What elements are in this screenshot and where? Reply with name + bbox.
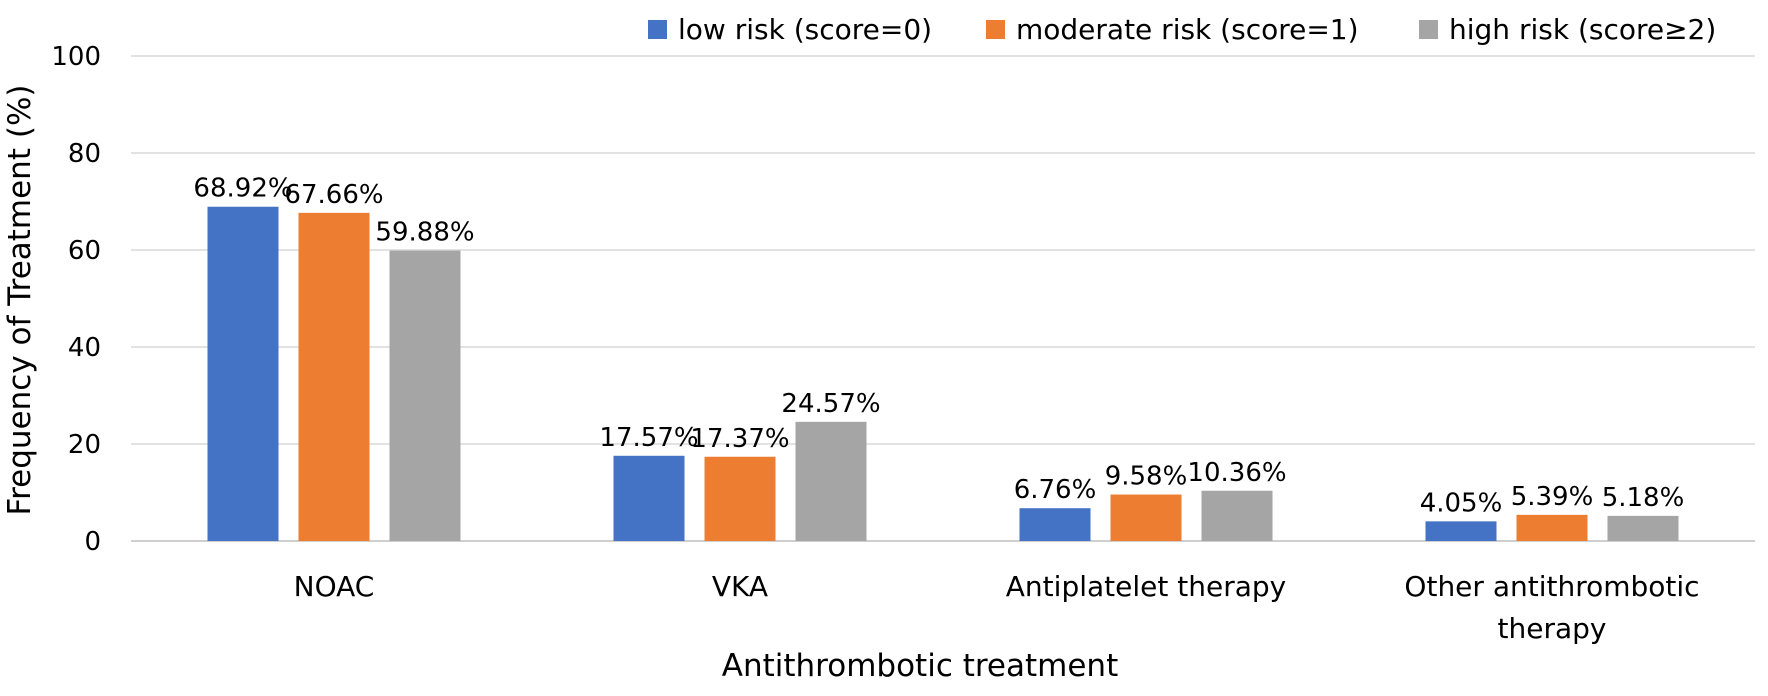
- x-category-label: NOAC: [294, 570, 375, 603]
- gridlines: [131, 55, 1755, 542]
- bar: [1607, 515, 1679, 541]
- legend-swatch: [1419, 20, 1438, 39]
- y-axis-ticks: 0 20 40 60 80 100: [51, 42, 101, 557]
- legend-swatch: [986, 20, 1005, 39]
- data-label: 17.57%: [599, 423, 698, 453]
- bar: [795, 421, 867, 541]
- legend: low risk (score=0) moderate risk (score=1…: [648, 13, 1716, 46]
- x-category-label: VKA: [712, 570, 768, 603]
- bar: [1019, 508, 1091, 541]
- bar: [298, 212, 370, 541]
- legend-label: low risk (score=0): [678, 13, 932, 46]
- x-category-label: therapy: [1498, 612, 1607, 645]
- data-label: 24.57%: [781, 389, 880, 419]
- data-labels: 68.92% 17.57% 6.76% 4.05% 67.66% 17.37% 9.58% 5…: [193, 174, 1684, 519]
- y-tick-label: 20: [68, 430, 101, 460]
- data-label: 17.37%: [690, 424, 789, 454]
- bar: [1516, 514, 1588, 541]
- y-tick-label: 80: [68, 139, 101, 169]
- bar: [613, 455, 685, 541]
- bar: [389, 250, 461, 541]
- x-axis-title: Antithrombotic treatment: [722, 648, 1118, 684]
- y-tick-label: 60: [68, 236, 101, 266]
- bar: [1201, 490, 1273, 541]
- y-tick-label: 0: [84, 527, 101, 557]
- data-label: 5.39%: [1511, 482, 1594, 512]
- x-category-label: Other antithrombotic: [1404, 570, 1699, 603]
- data-label: 6.76%: [1014, 475, 1097, 505]
- data-label: 5.18%: [1602, 483, 1685, 513]
- data-label: 67.66%: [284, 180, 383, 210]
- y-axis-title: Frequency of Treatment (%): [2, 85, 38, 516]
- legend-label: high risk (score≥2): [1449, 13, 1716, 46]
- legend-label: moderate risk (score=1): [1016, 13, 1359, 46]
- bar: [704, 456, 776, 541]
- y-tick-label: 40: [68, 333, 101, 363]
- data-label: 59.88%: [375, 218, 474, 248]
- bar-series: [207, 206, 1679, 541]
- data-label: 9.58%: [1105, 462, 1188, 492]
- x-category-label: Antiplatelet therapy: [1006, 570, 1286, 603]
- legend-swatch: [648, 20, 667, 39]
- data-label: 10.36%: [1187, 458, 1286, 488]
- bar: [1110, 494, 1182, 541]
- bar: [1425, 521, 1497, 541]
- bar: [207, 206, 279, 541]
- data-label: 4.05%: [1420, 488, 1503, 518]
- y-tick-label: 100: [51, 42, 101, 72]
- data-label: 68.92%: [193, 174, 292, 204]
- x-axis-categories: NOAC VKA Antiplatelet therapy Other antithr…: [294, 570, 1700, 645]
